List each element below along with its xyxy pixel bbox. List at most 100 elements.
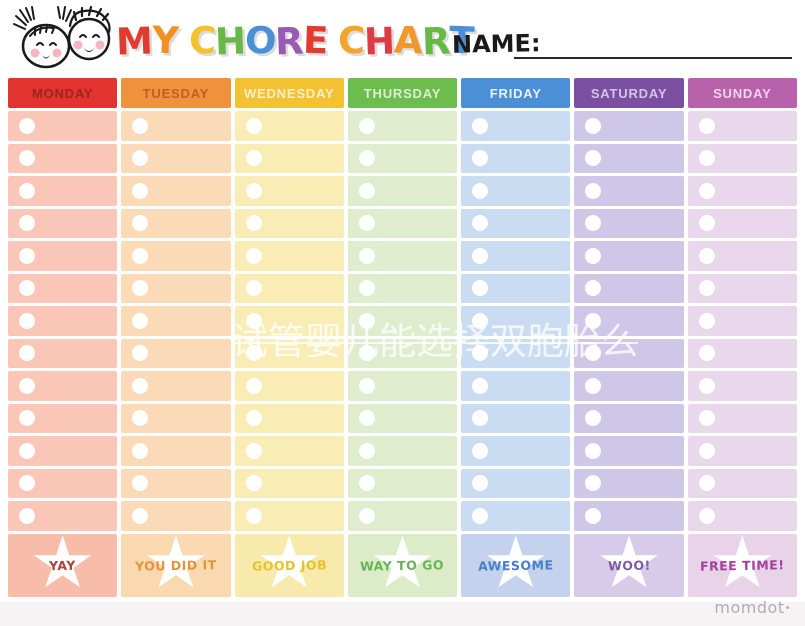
chore-checkbox-circle[interactable] [132, 507, 149, 524]
chore-checkbox-circle[interactable] [472, 442, 489, 459]
chore-checkbox-circle[interactable] [585, 507, 602, 524]
chore-checkbox-circle[interactable] [19, 475, 35, 492]
chore-checkbox-circle[interactable] [585, 377, 602, 394]
chore-checkbox-circle[interactable] [585, 442, 602, 459]
chore-checkbox-circle[interactable] [585, 475, 602, 492]
chore-checkbox-circle[interactable] [19, 345, 35, 362]
chore-row [461, 176, 571, 206]
chore-checkbox-circle[interactable] [245, 410, 262, 427]
chore-checkbox-circle[interactable] [19, 377, 35, 394]
chore-checkbox-circle[interactable] [358, 442, 375, 459]
chore-checkbox-circle[interactable] [245, 150, 262, 167]
chore-checkbox-circle[interactable] [472, 150, 489, 167]
chore-checkbox-circle[interactable] [245, 312, 262, 329]
chore-checkbox-circle[interactable] [585, 410, 602, 427]
chore-checkbox-circle[interactable] [132, 215, 149, 232]
chore-checkbox-circle[interactable] [585, 117, 602, 134]
day-header-tuesday: TUESDAY [121, 78, 231, 108]
chore-checkbox-circle[interactable] [132, 117, 149, 134]
chore-checkbox-circle[interactable] [698, 280, 715, 297]
chore-checkbox-circle[interactable] [472, 182, 489, 199]
chore-checkbox-circle[interactable] [698, 150, 715, 167]
chore-checkbox-circle[interactable] [245, 377, 262, 394]
chore-checkbox-circle[interactable] [472, 345, 489, 362]
chore-checkbox-circle[interactable] [472, 410, 489, 427]
title-letter: H [214, 18, 246, 64]
chore-checkbox-circle[interactable] [472, 475, 489, 492]
chore-checkbox-circle[interactable] [698, 345, 715, 362]
chore-checkbox-circle[interactable] [358, 150, 375, 167]
chore-checkbox-circle[interactable] [698, 117, 715, 134]
chore-checkbox-circle[interactable] [245, 247, 262, 264]
chore-checkbox-circle[interactable] [132, 280, 149, 297]
chore-checkbox-circle[interactable] [472, 377, 489, 394]
chore-checkbox-circle[interactable] [585, 215, 602, 232]
chore-checkbox-circle[interactable] [585, 312, 602, 329]
chore-checkbox-circle[interactable] [132, 182, 149, 199]
chore-row [121, 273, 231, 303]
chore-checkbox-circle[interactable] [245, 117, 262, 134]
chore-checkbox-circle[interactable] [585, 280, 602, 297]
chore-checkbox-circle[interactable] [698, 247, 715, 264]
chore-checkbox-circle[interactable] [358, 247, 375, 264]
chore-checkbox-circle[interactable] [585, 247, 602, 264]
chore-checkbox-circle[interactable] [19, 215, 35, 232]
chore-checkbox-circle[interactable] [585, 150, 602, 167]
chore-checkbox-circle[interactable] [19, 280, 35, 297]
chore-checkbox-circle[interactable] [472, 280, 489, 297]
chore-checkbox-circle[interactable] [19, 150, 35, 167]
chore-checkbox-circle[interactable] [19, 117, 35, 134]
chore-checkbox-circle[interactable] [358, 182, 375, 199]
chore-checkbox-circle[interactable] [358, 377, 375, 394]
chore-checkbox-circle[interactable] [472, 215, 489, 232]
name-input-line[interactable] [514, 57, 792, 59]
chore-checkbox-circle[interactable] [358, 117, 375, 134]
chore-row [347, 371, 458, 401]
chore-checkbox-circle[interactable] [358, 475, 375, 492]
chore-checkbox-circle[interactable] [698, 182, 715, 199]
chore-checkbox-circle[interactable] [698, 507, 715, 524]
chore-checkbox-circle[interactable] [358, 280, 375, 297]
chore-checkbox-circle[interactable] [472, 117, 489, 134]
chore-checkbox-circle[interactable] [132, 475, 149, 492]
chore-checkbox-circle[interactable] [245, 182, 262, 199]
chore-checkbox-circle[interactable] [472, 507, 489, 524]
chore-checkbox-circle[interactable] [245, 215, 262, 232]
chore-checkbox-circle[interactable] [358, 215, 375, 232]
chore-checkbox-circle[interactable] [132, 150, 149, 167]
chore-checkbox-circle[interactable] [698, 312, 715, 329]
chore-checkbox-circle[interactable] [585, 182, 602, 199]
chore-checkbox-circle[interactable] [358, 345, 375, 362]
chore-checkbox-circle[interactable] [132, 442, 149, 459]
chore-checkbox-circle[interactable] [698, 475, 715, 492]
chore-checkbox-circle[interactable] [698, 410, 715, 427]
chore-checkbox-circle[interactable] [132, 377, 149, 394]
chore-checkbox-circle[interactable] [358, 410, 375, 427]
chore-checkbox-circle[interactable] [698, 442, 715, 459]
chore-checkbox-circle[interactable] [19, 182, 35, 199]
chore-checkbox-circle[interactable] [245, 475, 262, 492]
chore-checkbox-circle[interactable] [19, 507, 35, 524]
chore-checkbox-circle[interactable] [19, 410, 35, 427]
chore-checkbox-circle[interactable] [132, 345, 149, 362]
chore-checkbox-circle[interactable] [19, 247, 35, 264]
chore-row [461, 436, 571, 466]
chore-checkbox-circle[interactable] [245, 442, 262, 459]
chore-checkbox-circle[interactable] [245, 280, 262, 297]
chore-checkbox-circle[interactable] [585, 345, 602, 362]
chore-checkbox-circle[interactable] [472, 247, 489, 264]
chore-checkbox-circle[interactable] [132, 247, 149, 264]
chore-checkbox-circle[interactable] [245, 345, 262, 362]
chore-row [574, 273, 684, 303]
chore-checkbox-circle[interactable] [132, 312, 149, 329]
chore-checkbox-circle[interactable] [19, 312, 35, 329]
chore-checkbox-circle[interactable] [698, 215, 715, 232]
chore-checkbox-circle[interactable] [358, 507, 375, 524]
chore-checkbox-circle[interactable] [358, 312, 375, 329]
chore-checkbox-circle[interactable] [472, 312, 489, 329]
chore-checkbox-circle[interactable] [19, 442, 35, 459]
chore-checkbox-circle[interactable] [132, 410, 149, 427]
chore-checkbox-circle[interactable] [698, 377, 715, 394]
chore-checkbox-circle[interactable] [245, 507, 262, 524]
